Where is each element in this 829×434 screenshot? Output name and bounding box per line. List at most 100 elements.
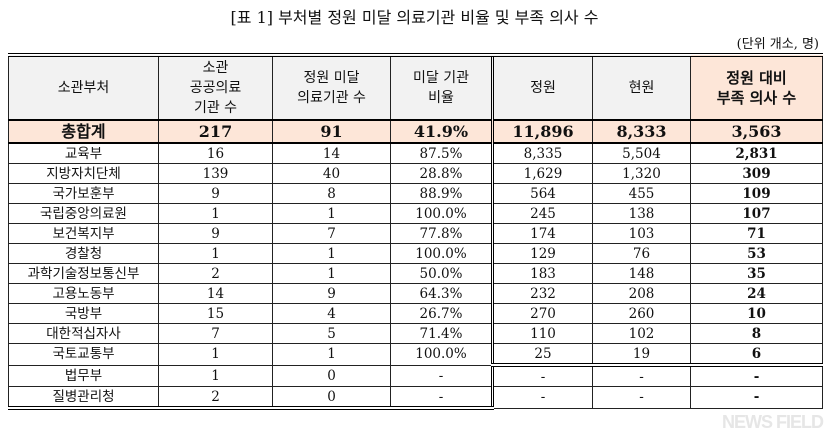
header-text: 미달 기관 비율 bbox=[413, 70, 469, 106]
cell: 8,333 bbox=[592, 119, 691, 144]
cell: 28.8% bbox=[390, 163, 494, 184]
header-row: 소관부처 소관 공공의료 기관 수 정원 미달 의료기관 수 미달 기관 비율 … bbox=[8, 53, 823, 121]
cell: 40 bbox=[272, 163, 391, 184]
cell: 270 bbox=[492, 303, 593, 324]
table-row: 질병관리청 2 0- - - - bbox=[8, 386, 823, 410]
cell: 88.9% bbox=[390, 183, 494, 204]
cell: 564 bbox=[492, 183, 593, 204]
cell: 217 bbox=[158, 119, 273, 144]
cell: 139 bbox=[158, 163, 273, 184]
header-institutions: 소관 공공의료 기관 수 bbox=[158, 53, 273, 121]
table-row: 국방부 15 4 26.7% 270 260 10 bbox=[8, 303, 823, 324]
cell: - bbox=[592, 363, 691, 387]
cell: 1,629 bbox=[492, 163, 593, 184]
cell: 8 bbox=[272, 183, 391, 204]
cell: 53 bbox=[690, 243, 823, 264]
table-row: 보건복지부 9 7 77.8% 174 103 71 bbox=[8, 223, 823, 244]
cell: 245 bbox=[492, 203, 593, 224]
cell: - bbox=[492, 363, 593, 387]
cell: 100.0% bbox=[390, 243, 494, 264]
cell: 71 bbox=[690, 223, 823, 244]
header-quota: 정원 bbox=[492, 53, 593, 121]
cell: - bbox=[390, 386, 494, 410]
cell: 7 bbox=[158, 323, 273, 344]
cell: 지방자치단체 bbox=[8, 163, 159, 184]
cell: 과학기술정보통신부 bbox=[8, 263, 159, 284]
cell: 129 bbox=[492, 243, 593, 264]
cell: 455 bbox=[592, 183, 691, 204]
header-ratio: 미달 기관 비율 bbox=[390, 53, 494, 121]
cell: 경찰청 bbox=[8, 243, 159, 264]
cell: 5 bbox=[272, 323, 391, 344]
table-row: 고용노동부 14 9 64.3% 232 208 24 bbox=[8, 283, 823, 304]
cell: 1 bbox=[158, 364, 273, 387]
cell: 174 bbox=[492, 223, 593, 244]
total-row: 총합계 217 91 41.9% 11,896 8,333 3,563 bbox=[8, 119, 823, 144]
table-row: 교육부 16 14 87.5% 8,335 5,504 2,831 bbox=[8, 142, 823, 164]
cell: 3,563 bbox=[690, 119, 823, 144]
cell: 309 bbox=[690, 163, 823, 184]
header-text: 정원 대비 부족 의사 수 bbox=[716, 69, 797, 107]
cell: - bbox=[690, 363, 823, 387]
cell: 148 bbox=[592, 263, 691, 284]
table-row: 과학기술정보통신부 2 1 50.0% 183 148 35 bbox=[8, 263, 823, 284]
cell: 41.9% bbox=[390, 119, 494, 144]
cell: 107 bbox=[690, 203, 823, 224]
cell: 11,896 bbox=[492, 119, 593, 144]
cell: 대한적십자사 bbox=[8, 323, 159, 344]
cell: 국방부 bbox=[8, 303, 159, 324]
cell: 국가보훈부 bbox=[8, 183, 159, 204]
cell: 102 bbox=[592, 323, 691, 344]
cell: - bbox=[390, 364, 494, 387]
cell: 2 bbox=[158, 263, 273, 284]
cell: 9 bbox=[272, 283, 391, 304]
cell: 100.0% bbox=[390, 343, 494, 366]
cell: 1 bbox=[158, 203, 273, 224]
cell: 총합계 bbox=[8, 119, 159, 144]
cell: 71.4% bbox=[390, 323, 494, 344]
cell: 6 bbox=[690, 343, 823, 366]
header-shortage: 정원 대비 부족 의사 수 bbox=[690, 53, 823, 121]
unit-label: (단위 개소, 명) bbox=[736, 37, 819, 52]
cell: 14 bbox=[158, 283, 273, 304]
table-row: 국가보훈부 9 8 88.9% 564 455 109 bbox=[8, 183, 823, 204]
cell: 8,335 bbox=[492, 142, 593, 164]
data-table: 소관부처 소관 공공의료 기관 수 정원 미달 의료기관 수 미달 기관 비율 … bbox=[8, 53, 823, 410]
cell: 보건복지부 bbox=[8, 223, 159, 244]
cell: 260 bbox=[592, 303, 691, 324]
cell: 110 bbox=[492, 323, 593, 344]
cell: 2 bbox=[158, 386, 273, 410]
cell: 국토교통부 bbox=[8, 343, 159, 366]
cell: 4 bbox=[272, 303, 391, 324]
cell: 2,831 bbox=[690, 142, 823, 164]
table-row: 법무부 1 0- - - - bbox=[8, 363, 823, 387]
table-row: 대한적십자사 7 5 71.4% 110 102 8 bbox=[8, 323, 823, 344]
cell: 0 bbox=[272, 364, 391, 387]
cell: 1 bbox=[158, 243, 273, 264]
header-text: 소관 공공의료 기관 수 bbox=[189, 60, 242, 116]
cell: 50.0% bbox=[390, 263, 494, 284]
cell: 0 bbox=[272, 386, 391, 410]
cell: 9 bbox=[158, 183, 273, 204]
cell: 232 bbox=[492, 283, 593, 304]
cell: 법무부 bbox=[8, 364, 159, 387]
cell: 138 bbox=[592, 203, 691, 224]
cell: 16 bbox=[158, 142, 273, 164]
cell: 고용노동부 bbox=[8, 283, 159, 304]
cell: 15 bbox=[158, 303, 273, 324]
cell: 10 bbox=[690, 303, 823, 324]
table-row: 지방자치단체 139 40 28.8% 1,629 1,320 309 bbox=[8, 163, 823, 184]
cell: 76 bbox=[592, 243, 691, 264]
cell: 5,504 bbox=[592, 142, 691, 164]
header-department: 소관부처 bbox=[8, 53, 159, 121]
cell: 7 bbox=[272, 223, 391, 244]
cell: 1 bbox=[272, 343, 391, 366]
cell: 1 bbox=[272, 263, 391, 284]
table-title: [표 1] 부처별 정원 미달 의료기관 비율 및 부족 의사 수 bbox=[230, 8, 599, 27]
cell: 25 bbox=[492, 343, 593, 366]
cell: 8 bbox=[690, 323, 823, 344]
table-row: 국토교통부 1 1 100.0% 25 19 6 bbox=[8, 343, 823, 366]
cell: 국립중앙의료원 bbox=[8, 203, 159, 224]
table-row: 경찰청 1 1 100.0% 129 76 53 bbox=[8, 243, 823, 264]
cell: 87.5% bbox=[390, 142, 494, 164]
